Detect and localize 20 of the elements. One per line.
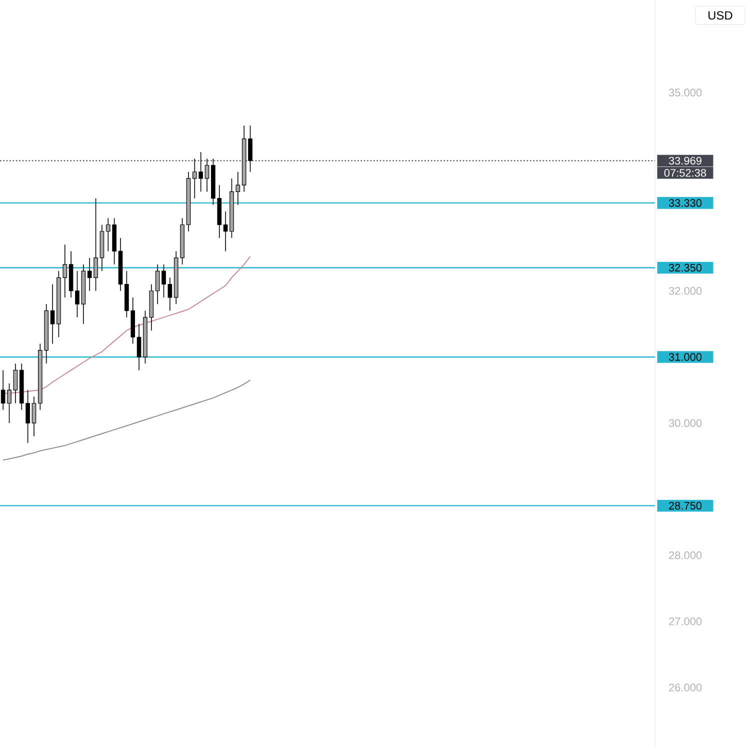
- ref-line-label: 33.330: [668, 199, 702, 207]
- ref-line-label: 33.969: [668, 156, 702, 165]
- y-tick-label: 35.000: [668, 88, 702, 96]
- candlestick: [32, 396, 36, 437]
- text: 07:52:38: [664, 168, 706, 177]
- candlestick: [13, 363, 18, 404]
- candlestick: [204, 158, 210, 192]
- ref-line-label: 31.000: [668, 353, 702, 361]
- y-tick-label: 30.000: [668, 419, 702, 427]
- ref-line-label: 28.750: [668, 502, 702, 510]
- candlestick: [50, 284, 55, 344]
- candlestick: [223, 211, 228, 252]
- y-tick-label: 28.000: [669, 551, 702, 560]
- candlestick: [136, 324, 142, 371]
- ref-line-label: 32.350: [668, 264, 702, 272]
- y-tick-label: 32.000: [668, 286, 702, 295]
- y-tick-label: 27.000: [669, 618, 702, 626]
- candlestick: [168, 277, 172, 312]
- text: USD: [708, 11, 732, 20]
- y-tick-label: 26.000: [669, 684, 702, 692]
